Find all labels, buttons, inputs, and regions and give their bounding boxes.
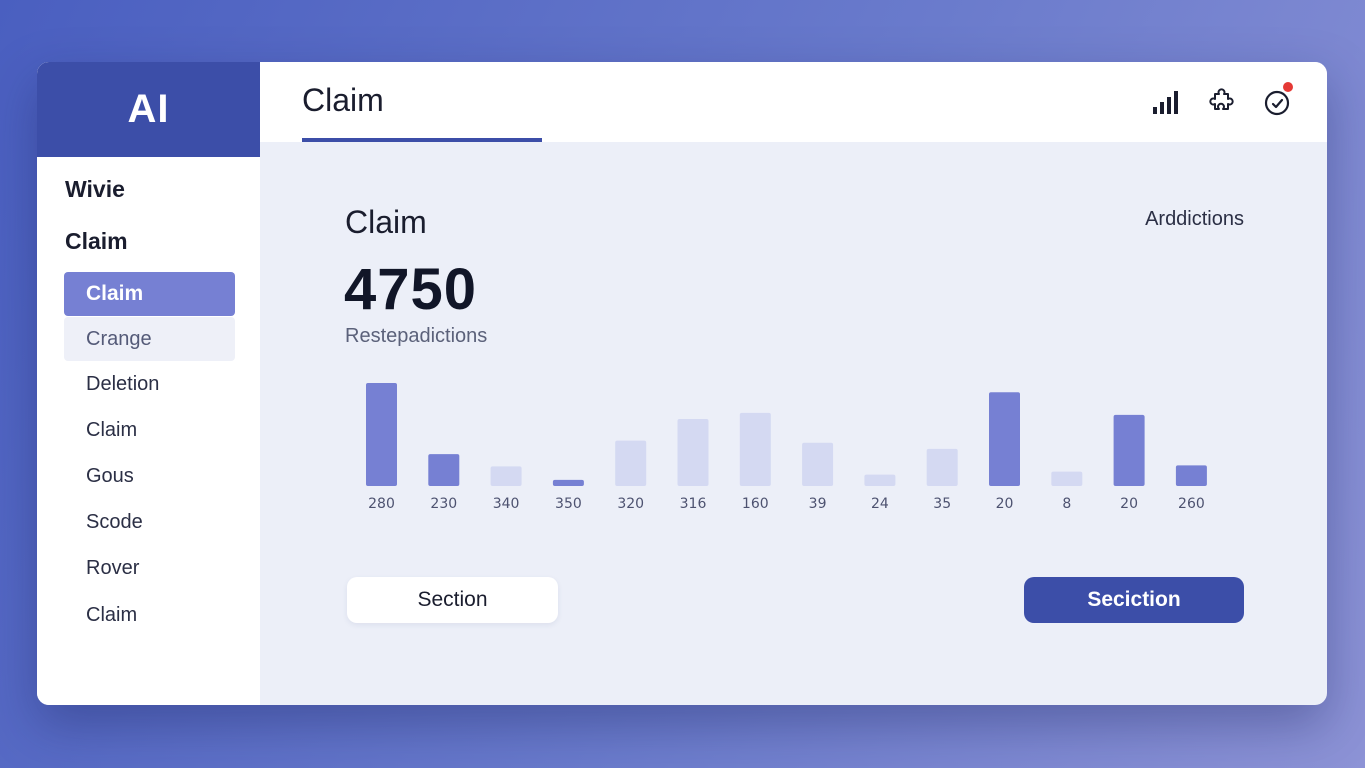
chart-bar[interactable] bbox=[1175, 465, 1207, 486]
section-button[interactable]: Section bbox=[347, 577, 558, 623]
chart-bar[interactable] bbox=[428, 454, 460, 486]
chart-bar[interactable] bbox=[1051, 471, 1083, 486]
chart-tick-label: 20 bbox=[996, 496, 1014, 512]
sidebar-item-crange[interactable]: Crange bbox=[64, 317, 235, 361]
sidebar-section-claim[interactable]: Claim bbox=[65, 228, 128, 254]
chart-tick-label: 160 bbox=[742, 496, 769, 512]
sidebar: AI Wivie Claim Claim Crange Deletion Cla… bbox=[37, 62, 260, 705]
card-subtitle: Restepadictions bbox=[345, 325, 488, 347]
sidebar-item-label: Rover bbox=[86, 556, 140, 579]
chart-bar[interactable] bbox=[802, 442, 834, 486]
chart-tick-label: 280 bbox=[368, 496, 395, 512]
card-value: 4750 bbox=[344, 257, 478, 322]
sidebar-section-wivie[interactable]: Wivie bbox=[65, 176, 125, 202]
seciction-button[interactable]: Seciction bbox=[1024, 577, 1244, 623]
chart-bar[interactable] bbox=[677, 419, 709, 486]
chart-tick-label: 316 bbox=[680, 496, 707, 512]
sidebar-item-label: Claim bbox=[86, 418, 138, 441]
sidebar-item-label: Scode bbox=[86, 510, 143, 533]
sidebar-item-label: Claim bbox=[86, 603, 138, 626]
chart-tick-label: 260 bbox=[1178, 496, 1205, 512]
chart-bar[interactable] bbox=[490, 466, 522, 486]
chart-tick-label: 20 bbox=[1120, 496, 1138, 512]
chart-bar[interactable] bbox=[366, 383, 397, 486]
chart-bar[interactable] bbox=[739, 412, 771, 486]
chart-bar[interactable] bbox=[989, 392, 1020, 486]
sidebar-item-deletion[interactable]: Deletion bbox=[64, 362, 235, 406]
chart-bar[interactable] bbox=[926, 448, 958, 486]
chart-tick-label: 35 bbox=[933, 496, 951, 512]
logo: AI bbox=[37, 62, 260, 157]
chart-tick-label: 24 bbox=[871, 496, 889, 512]
sidebar-item-gous[interactable]: Gous bbox=[64, 454, 235, 498]
puzzle-icon[interactable] bbox=[1205, 86, 1237, 118]
chart-bar[interactable] bbox=[615, 440, 647, 486]
card-title: Claim bbox=[345, 204, 427, 240]
notification-dot bbox=[1283, 82, 1293, 92]
bar-chart: 280 230 340 350 320 316 160 39 24 35 20 8 20 260 bbox=[366, 383, 1207, 512]
chart-bar[interactable] bbox=[864, 474, 896, 486]
page-title: Claim bbox=[302, 82, 384, 118]
chart-tick-label: 230 bbox=[430, 496, 457, 512]
sidebar-item-scode[interactable]: Scode bbox=[64, 500, 235, 544]
sidebar-item-label: Crange bbox=[86, 327, 152, 350]
sidebar-item-label: Claim bbox=[86, 282, 144, 305]
tab-underline bbox=[302, 138, 542, 142]
signal-bars-icon[interactable] bbox=[1151, 86, 1183, 118]
app-window: AI Wivie Claim Claim Crange Deletion Cla… bbox=[37, 62, 1327, 705]
chart-tick-label: 320 bbox=[617, 496, 644, 512]
chart-tick-label: 8 bbox=[1062, 496, 1071, 512]
sidebar-item-rover[interactable]: Rover bbox=[64, 546, 235, 590]
sidebar-item-claim[interactable]: Claim bbox=[64, 408, 235, 452]
chart-tick-label: 340 bbox=[493, 496, 520, 512]
sidebar-item-claim-last[interactable]: Claim bbox=[64, 593, 235, 637]
chart-tick-label: 39 bbox=[809, 496, 827, 512]
chart-bar[interactable] bbox=[552, 479, 584, 486]
sidebar-item-label: Gous bbox=[86, 464, 134, 487]
chart-tick-label: 350 bbox=[555, 496, 582, 512]
card-right-label[interactable]: Arddictions bbox=[1145, 208, 1244, 230]
header: Claim bbox=[260, 62, 1327, 142]
timer-icon[interactable] bbox=[1261, 82, 1293, 118]
chart-bar[interactable] bbox=[1113, 414, 1145, 486]
sidebar-item-label: Deletion bbox=[86, 372, 160, 395]
sidebar-item-claim-active[interactable]: Claim bbox=[64, 272, 235, 316]
